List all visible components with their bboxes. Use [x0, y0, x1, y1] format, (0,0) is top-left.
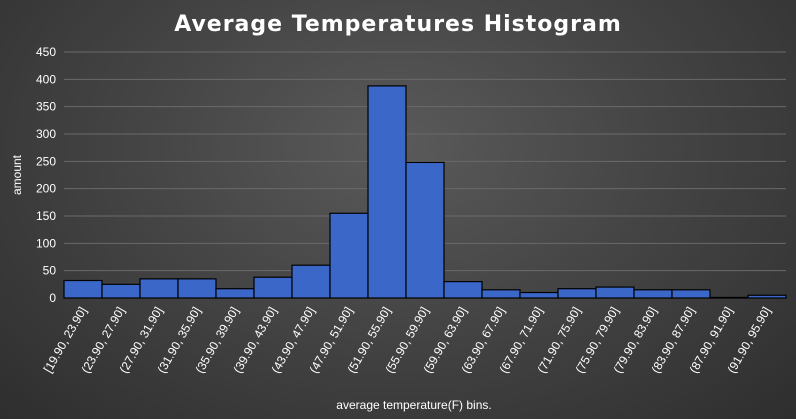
histogram-bar	[747, 294, 787, 299]
y-tick-label: 0	[49, 291, 56, 305]
histogram-bar	[329, 212, 369, 299]
histogram-bar	[63, 279, 103, 299]
histogram-bar	[557, 288, 597, 299]
histogram-bar	[367, 85, 407, 299]
y-tick-label: 400	[36, 72, 56, 86]
chart-title: Average Temperatures Histogram	[174, 12, 622, 37]
histogram-bar	[481, 289, 521, 299]
histogram-bar	[177, 278, 217, 299]
y-tick-label: 250	[36, 154, 56, 168]
x-axis-label: average temperature(F) bins.	[336, 398, 491, 412]
histogram-bar	[253, 276, 293, 299]
histogram-bar	[215, 288, 255, 299]
y-tick-label: 50	[43, 264, 57, 278]
histogram-bar	[139, 278, 179, 299]
y-axis-label: amount	[10, 154, 24, 195]
histogram-bar	[443, 281, 483, 299]
y-tick-label: 150	[36, 209, 56, 223]
y-tick-label: 450	[36, 45, 56, 59]
histogram-bar	[595, 286, 635, 299]
histogram-bar	[671, 289, 711, 299]
y-tick-label: 100	[36, 236, 56, 250]
x-axis-ticks: [19.90, 23.90](23.90, 27.90](27.90, 31.9…	[41, 305, 774, 376]
y-tick-label: 300	[36, 127, 56, 141]
histogram-bar	[633, 289, 673, 299]
y-axis-ticks: 0 50 100 150 200 250 300 350 400 450	[36, 45, 56, 305]
histogram-bar	[291, 264, 331, 299]
y-tick-label: 200	[36, 182, 56, 196]
histogram-bar	[709, 296, 749, 299]
histogram-bar	[101, 283, 141, 299]
histogram-bar	[405, 161, 445, 299]
y-tick-label: 350	[36, 100, 56, 114]
histogram-bar	[519, 291, 559, 299]
bars	[63, 85, 787, 299]
